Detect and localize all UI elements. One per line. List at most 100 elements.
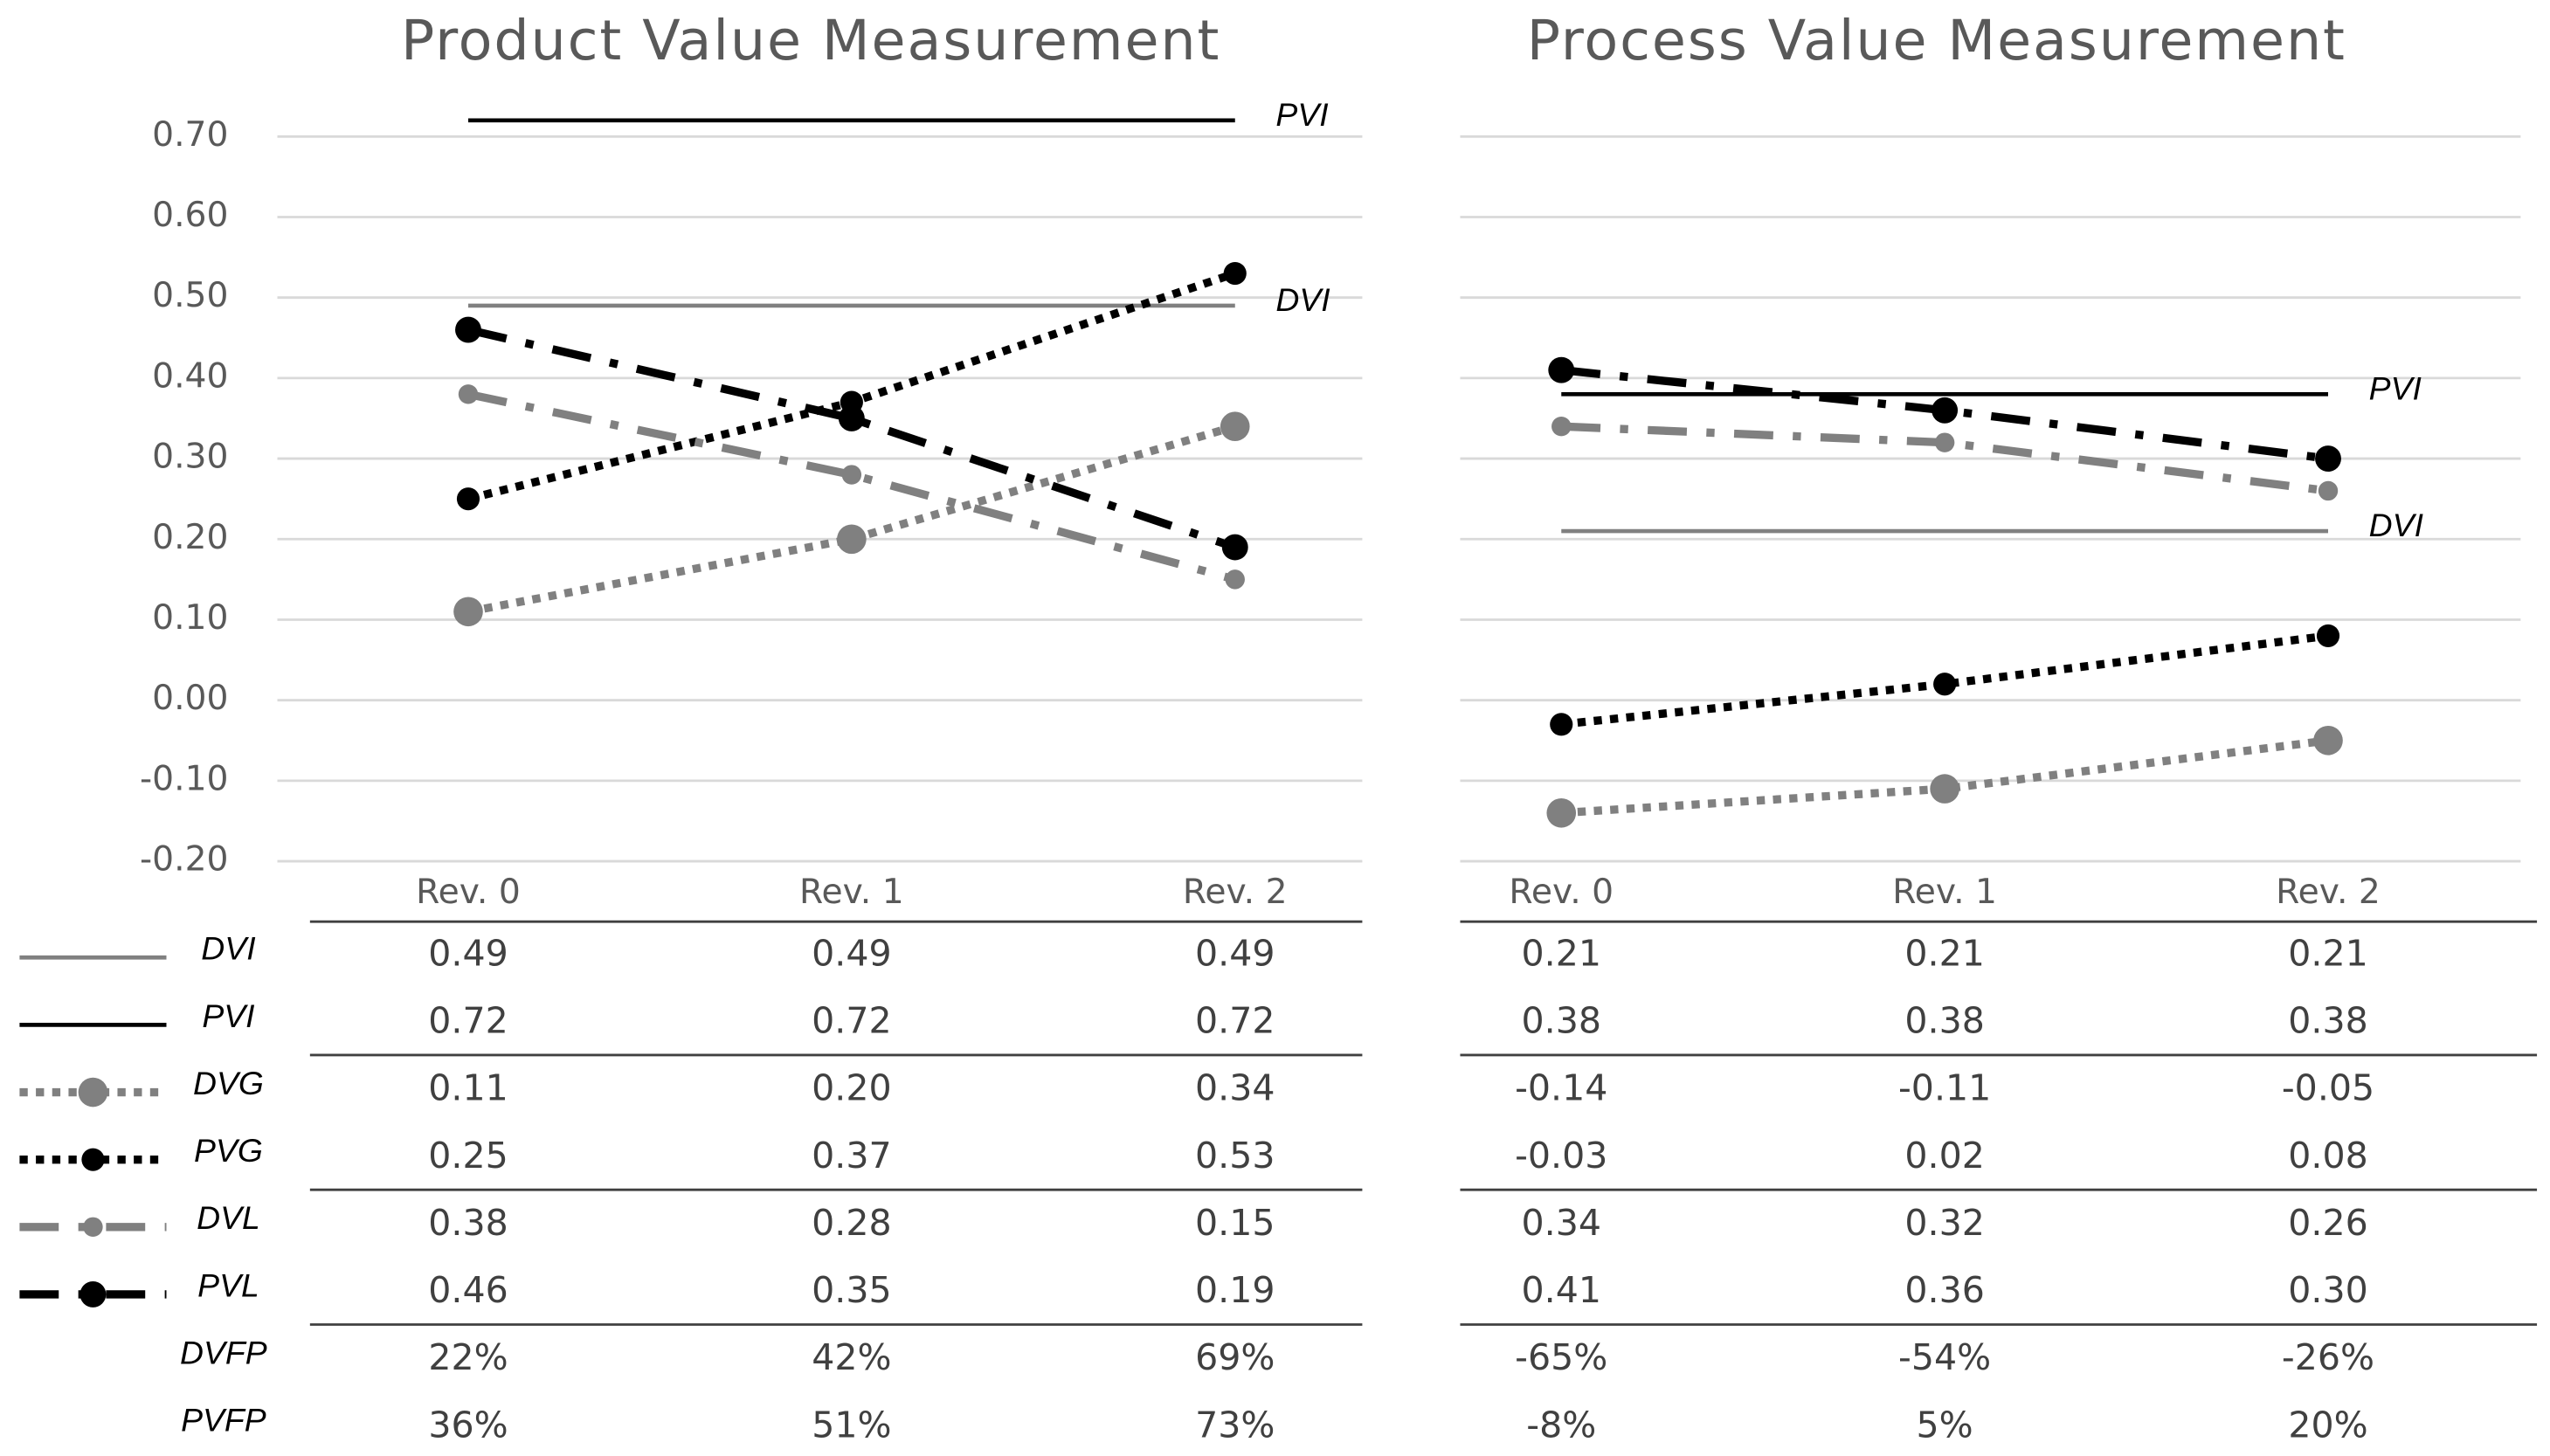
point (838, 405, 865, 431)
series-end-label: PVI (2369, 369, 2422, 406)
table-cell: -0.03 (1515, 1135, 1607, 1177)
table-cell: 0.35 (812, 1269, 891, 1311)
table-cell: 0.26 (2288, 1202, 2367, 1244)
legend-marker (81, 1148, 105, 1171)
point (1932, 397, 1959, 424)
table-cell: -26% (2282, 1336, 2374, 1378)
table-cell: 0.38 (1522, 1000, 1601, 1042)
legend-label: DVL (197, 1199, 260, 1236)
table-cell: 0.53 (1195, 1135, 1275, 1177)
table-cell: 0.34 (1195, 1067, 1275, 1109)
series-line (467, 422, 1237, 616)
table-cell: 0.02 (1904, 1135, 1984, 1177)
table-cell: 0.30 (2288, 1269, 2367, 1311)
y-tick-label: 0.10 (152, 598, 228, 638)
x-tick-label: Rev. 0 (416, 873, 521, 912)
table-cell: 0.49 (812, 932, 891, 974)
series-line (1560, 736, 2329, 818)
y-tick-label: 0.30 (152, 438, 228, 477)
x-tick-label: Rev. 0 (1509, 873, 1614, 912)
table-cell: 73% (1195, 1404, 1275, 1446)
y-tick-label: 0.70 (152, 115, 228, 155)
table-cell: 0.72 (428, 1000, 508, 1042)
table-cell: -65% (1515, 1336, 1607, 1378)
table-cell: 5% (1917, 1404, 1973, 1446)
table-cell: 0.28 (812, 1202, 891, 1244)
point (837, 524, 867, 555)
table-cell: 0.08 (2288, 1135, 2367, 1177)
table-cell: 0.38 (1904, 1000, 1984, 1042)
table-cell: 0.72 (812, 1000, 891, 1042)
table-cell: -0.05 (2282, 1067, 2374, 1109)
legend-marker (83, 1217, 103, 1237)
table-cell: 0.19 (1195, 1269, 1275, 1311)
x-tick-label: Rev. 2 (2276, 873, 2381, 912)
table-cell: 0.15 (1195, 1202, 1275, 1244)
series-end-label: DVI (2369, 507, 2423, 543)
table-cell: 0.38 (428, 1202, 508, 1244)
table-cell: 51% (812, 1404, 891, 1446)
footer-label: PVFP (181, 1402, 266, 1439)
y-tick-label: 0.20 (152, 518, 228, 557)
table-cell: 0.36 (1904, 1269, 1984, 1311)
point (1225, 569, 1245, 590)
legend-label: DVG (193, 1065, 264, 1101)
point (455, 316, 481, 343)
table-cell: 20% (2288, 1404, 2367, 1446)
point (1934, 432, 1955, 452)
table-cell: 0.46 (428, 1269, 508, 1311)
table-cell: 0.21 (1522, 932, 1601, 974)
footer-label: DVFP (180, 1334, 267, 1370)
point (456, 487, 480, 511)
table-cell: 0.41 (1522, 1269, 1601, 1311)
series-line (466, 326, 1237, 551)
point (1550, 713, 1573, 736)
table-cell: 0.20 (812, 1067, 891, 1109)
point (1221, 534, 1248, 561)
table-cell: 0.21 (1904, 932, 1984, 974)
point (2313, 725, 2343, 756)
table-cell: 69% (1195, 1336, 1275, 1378)
table-cell: -54% (1898, 1336, 1991, 1378)
point (2315, 445, 2341, 473)
chart-title: Product Value Measurement (401, 8, 1220, 72)
legend-label: DVI (201, 930, 255, 967)
point (1930, 774, 1959, 804)
point (2318, 480, 2339, 501)
table-cell: 0.34 (1522, 1202, 1601, 1244)
legend-marker (79, 1280, 107, 1308)
table-cell: 0.38 (2288, 1000, 2367, 1042)
x-tick-label: Rev. 1 (1892, 873, 1997, 912)
point (1551, 417, 1572, 437)
chart-title: Process Value Measurement (1527, 8, 2346, 72)
y-tick-label: 0.40 (152, 356, 228, 396)
table-cell: 0.25 (428, 1135, 508, 1177)
legend-label: PVI (202, 997, 254, 1034)
table-cell: 0.37 (812, 1135, 891, 1177)
y-tick-label: 0.50 (152, 276, 228, 315)
x-tick-label: Rev. 1 (799, 873, 904, 912)
table-cell: 22% (428, 1336, 508, 1378)
legend-label: PVL (197, 1266, 259, 1303)
point (1546, 797, 1577, 828)
y-tick-label: 0.60 (152, 196, 228, 235)
point (1223, 261, 1247, 286)
legend-marker (78, 1077, 108, 1108)
point (2316, 624, 2340, 647)
table-cell: 0.21 (2288, 932, 2367, 974)
table-cell: 36% (428, 1404, 508, 1446)
series-line (1560, 366, 2329, 463)
table-cell: 0.11 (428, 1067, 508, 1109)
table-cell: 0.49 (428, 932, 508, 974)
point (1933, 673, 1957, 696)
series-end-label: DVI (1275, 281, 1330, 318)
x-tick-label: Rev. 2 (1183, 873, 1288, 912)
table-cell: -0.14 (1515, 1067, 1607, 1109)
point (841, 465, 862, 485)
point (458, 384, 479, 404)
table-cell: 0.32 (1904, 1202, 1984, 1244)
y-tick-label: -0.20 (140, 840, 228, 880)
table-cell: -8% (1526, 1404, 1596, 1446)
